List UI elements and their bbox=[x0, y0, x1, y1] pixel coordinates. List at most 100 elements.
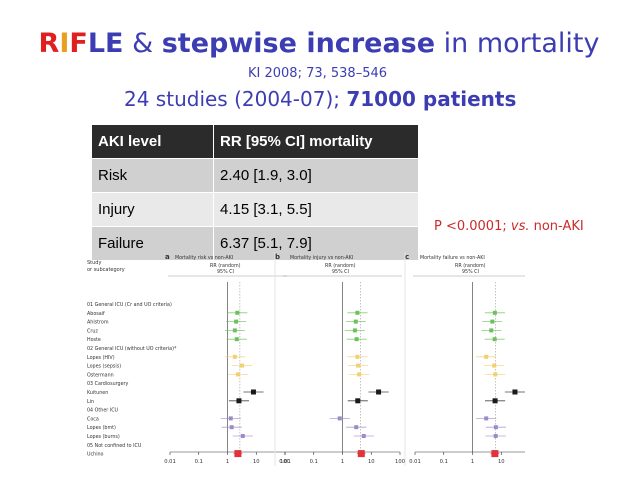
forest-group-label: 01 General ICU (Cr and UO criteria) bbox=[87, 302, 172, 308]
title-ampersand: & bbox=[123, 28, 162, 59]
title-letters-le: LE bbox=[87, 28, 124, 59]
forest-column-header: RR (random) bbox=[325, 263, 356, 269]
forest-column-header: RR (random) bbox=[210, 263, 241, 269]
forest-point-marker bbox=[484, 416, 489, 421]
forest-x-tick-label: 0.01 bbox=[279, 459, 291, 465]
forest-point-marker bbox=[492, 337, 497, 342]
forest-group-label: 02 General ICU (without UO criteria)* bbox=[87, 346, 177, 352]
rr-table: AKI level RR [95% CI] mortality Risk 2.4… bbox=[91, 124, 419, 261]
forest-point-marker bbox=[354, 337, 359, 342]
forest-panel-letter: b bbox=[275, 253, 280, 261]
forest-point-marker bbox=[354, 425, 359, 430]
forest-point-marker bbox=[337, 416, 342, 421]
forest-study-label: Cruz bbox=[87, 328, 98, 334]
table-row: Failure 6.37 [5.1, 7.9] bbox=[91, 226, 419, 261]
forest-column-subheader: 95% CI bbox=[217, 269, 234, 275]
table-header-cell: RR [95% CI] mortality bbox=[213, 124, 419, 159]
forest-panel-letter: c bbox=[405, 253, 409, 261]
forest-point-marker bbox=[353, 319, 358, 324]
forest-panel-title: Mortality failure vs non-AKI bbox=[420, 255, 485, 261]
forest-point-marker bbox=[232, 328, 237, 333]
forest-point-marker bbox=[235, 310, 240, 315]
p-note-prefix: P <0.0001; bbox=[434, 219, 511, 234]
forest-point-marker bbox=[361, 434, 366, 438]
forest-point-marker bbox=[235, 372, 240, 377]
table-row: Risk 2.40 [1.9, 3.0] bbox=[91, 158, 419, 193]
forest-study-label: Hoste bbox=[87, 337, 101, 343]
title-letter-r: R bbox=[38, 28, 60, 59]
forest-point-marker bbox=[356, 363, 361, 368]
forest-x-tick-label: 10 bbox=[253, 459, 260, 465]
forest-group-label: 05 Not confined to ICU bbox=[87, 443, 142, 449]
forest-x-tick-label: 0.01 bbox=[164, 459, 176, 465]
title-bold-part: stepwise increase bbox=[161, 28, 436, 59]
forest-panel-title: Mortality injury vs non-AKI bbox=[290, 255, 353, 261]
forest-x-tick-label: 1 bbox=[471, 459, 474, 465]
forest-point-marker bbox=[352, 328, 357, 333]
title-rest: in mortality bbox=[435, 28, 600, 59]
forest-column-header: RR (random) bbox=[455, 263, 486, 269]
table-cell-level: Injury bbox=[91, 192, 214, 227]
forest-point-marker bbox=[250, 389, 256, 395]
forest-study-label: Lopes (burns) bbox=[87, 434, 120, 440]
forest-point-marker bbox=[357, 372, 362, 377]
forest-x-tick-label: 1 bbox=[341, 459, 344, 465]
citation: KI 2008; 73, 538–546 bbox=[248, 66, 388, 81]
forest-study-label: Lopes (HIV) bbox=[87, 355, 115, 361]
table-cell-level: Risk bbox=[91, 158, 214, 193]
forest-point-marker bbox=[489, 328, 494, 333]
table-cell-level: Failure bbox=[91, 226, 214, 261]
forest-point-marker bbox=[493, 434, 498, 438]
forest-point-marker bbox=[484, 354, 489, 359]
table-header-cell: AKI level bbox=[91, 124, 214, 159]
forest-panel-title: Mortality risk vs non-AKI bbox=[175, 255, 233, 261]
forest-point-marker bbox=[490, 319, 495, 324]
forest-point-marker bbox=[355, 354, 360, 359]
forest-point-marker bbox=[491, 450, 499, 458]
subtitle-patients: 71000 patients bbox=[346, 87, 517, 111]
forest-point-marker bbox=[240, 363, 245, 368]
forest-study-label: Ahlstrom bbox=[87, 320, 109, 326]
title-letter-f: F bbox=[69, 28, 88, 59]
forest-point-marker bbox=[493, 372, 498, 377]
forest-x-tick-label: 0.1 bbox=[310, 459, 318, 465]
forest-point-marker bbox=[376, 389, 382, 395]
forest-point-marker bbox=[492, 310, 497, 315]
forest-point-marker bbox=[355, 398, 361, 404]
title-letter-i: I bbox=[59, 28, 70, 59]
forest-x-tick-label: 0.1 bbox=[440, 459, 448, 465]
forest-point-marker bbox=[512, 389, 518, 395]
table-header-row: AKI level RR [95% CI] mortality bbox=[91, 124, 419, 159]
forest-study-label: Lopes (sepsis) bbox=[87, 364, 121, 370]
forest-study-label: Uchino bbox=[87, 452, 104, 458]
forest-x-tick-label: 100 bbox=[280, 459, 290, 465]
forest-point-marker bbox=[228, 416, 233, 421]
p-note-vs: vs. bbox=[510, 219, 530, 234]
table-cell-rr: 6.37 [5.1, 7.9] bbox=[213, 226, 419, 261]
study-header-label: Study bbox=[87, 260, 101, 266]
forest-column-subheader: 95% CI bbox=[332, 269, 349, 275]
forest-study-label: Lin bbox=[87, 399, 94, 405]
forest-study-label: Coca bbox=[87, 416, 99, 422]
forest-point-marker bbox=[493, 425, 498, 430]
forest-group-label: 04 Other ICU bbox=[87, 408, 119, 414]
forest-study-label: Abosaif bbox=[87, 311, 105, 317]
table-row: Injury 4.15 [3.1, 5.5] bbox=[91, 192, 419, 227]
forest-point-marker bbox=[492, 363, 497, 368]
forest-column-subheader: 95% CI bbox=[462, 269, 479, 275]
forest-point-marker bbox=[240, 434, 245, 438]
subtitle-studies: 24 studies (2004-07); bbox=[124, 87, 347, 111]
forest-panel-letter: a bbox=[165, 253, 170, 261]
forest-point-marker bbox=[236, 398, 242, 404]
forest-point-marker bbox=[492, 398, 498, 404]
forest-point-marker bbox=[234, 450, 242, 458]
forest-study-label: Ostermann bbox=[87, 372, 114, 378]
subtitle: 24 studies (2004-07); 71000 patients bbox=[124, 87, 516, 111]
forest-point-marker bbox=[355, 310, 360, 315]
forest-x-tick-label: 1 bbox=[226, 459, 229, 465]
forest-point-marker bbox=[357, 450, 365, 458]
forest-point-marker bbox=[229, 425, 234, 430]
forest-point-marker bbox=[234, 337, 239, 342]
p-value-note: P <0.0001; vs. non-AKI bbox=[434, 219, 584, 234]
